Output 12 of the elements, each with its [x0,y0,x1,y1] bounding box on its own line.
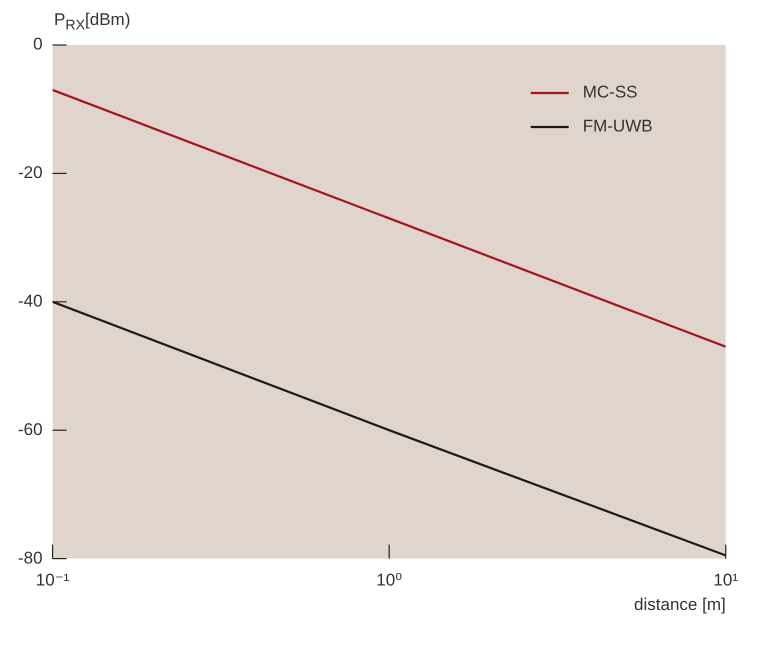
y-tick-label: -80 [18,548,43,568]
x-tick-label: 10⁻¹ [36,570,70,590]
x-axis-title: distance [m] [634,594,726,614]
x-tick-label: 10¹ [713,570,738,590]
y-tick-label: -60 [18,420,43,439]
y-tick-label: -40 [18,291,43,310]
legend-label: FM-UWB [582,116,653,136]
y-axis-title: P$_{RX}$[dBm) [54,10,130,34]
x-tick-label: 10⁰ [376,570,402,590]
legend-label: MC-SS [582,82,638,102]
y-tick-label: -20 [18,163,43,182]
y-tick-label: 0 [33,34,43,54]
